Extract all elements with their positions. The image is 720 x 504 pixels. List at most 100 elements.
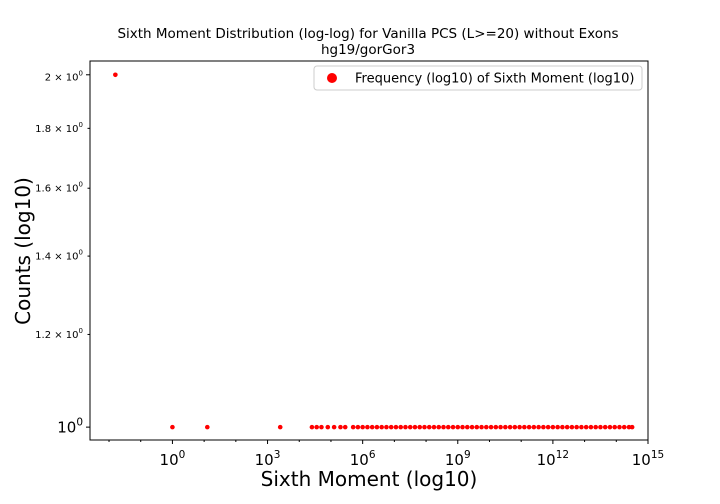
x-tick-exponent: 9 [464, 449, 471, 461]
data-point [460, 424, 465, 430]
data-point [384, 424, 389, 430]
y-tick-exponent: 0 [79, 327, 83, 335]
data-point [331, 424, 337, 430]
legend-label: Frequency (log10) of Sixth Moment (log10… [355, 72, 634, 87]
data-point [612, 424, 618, 430]
y-tick-exponent: 0 [79, 121, 83, 129]
data-point [569, 424, 575, 430]
data-point [579, 424, 584, 430]
data-point [488, 424, 494, 430]
data-point [598, 424, 603, 430]
y-tick-base: 10 [66, 184, 79, 195]
data-point [588, 424, 594, 430]
y-tick-label: 100 [57, 417, 83, 437]
y-tick-prefix: 1.2 × [35, 330, 66, 341]
y-tick-exponent: 0 [79, 181, 83, 189]
scatter-points [113, 72, 635, 430]
data-point [621, 424, 627, 430]
y-tick-label: 1.2 × 100 [35, 327, 83, 341]
x-tick-base: 10 [537, 451, 556, 469]
x-tick-label: 100 [160, 449, 186, 469]
data-point [555, 424, 560, 430]
x-axis: 100 103 106 109 1012 1015 [108, 440, 664, 469]
data-point [314, 424, 319, 430]
y-tick-label: 2 × 100 [45, 69, 83, 83]
data-point [560, 424, 565, 430]
data-point [113, 72, 118, 78]
data-point [545, 424, 551, 430]
legend: Frequency (log10) of Sixth Moment (log10… [313, 65, 643, 91]
plot-area-frame [89, 60, 649, 441]
x-tick-base: 10 [445, 451, 464, 469]
x-tick-label: 103 [255, 449, 281, 469]
y-tick-base: 10 [66, 124, 79, 135]
x-tick-exponent: 12 [556, 449, 569, 461]
x-tick-label: 1012 [537, 449, 569, 469]
data-point [517, 424, 522, 430]
data-point [398, 424, 404, 430]
data-point [355, 424, 361, 430]
data-point [426, 424, 432, 430]
data-point [469, 424, 475, 430]
data-point [479, 424, 484, 430]
data-point [493, 424, 499, 430]
y-tick-exponent: 0 [79, 249, 83, 257]
data-point [522, 424, 527, 430]
data-point [507, 424, 513, 430]
data-point [277, 424, 283, 430]
data-point [607, 424, 613, 430]
data-point [602, 424, 608, 430]
data-point [350, 424, 356, 430]
y-tick-label: 1.4 × 100 [35, 249, 83, 263]
y-tick-exponent: 0 [76, 417, 83, 429]
y-tick-label: 1.8 × 100 [35, 121, 83, 135]
y-tick-label: 1.6 × 100 [35, 181, 83, 195]
y-tick-prefix: 2 × [45, 72, 66, 83]
data-point [422, 424, 427, 430]
x-tick-exponent: 6 [369, 449, 376, 461]
data-point [342, 424, 348, 430]
y-tick-prefix: 1.6 × [35, 184, 66, 195]
x-tick-label: 106 [350, 449, 376, 469]
data-point [412, 424, 418, 430]
data-point [365, 424, 370, 430]
x-axis-label: Sixth Moment (log10) [261, 467, 478, 491]
data-point [564, 424, 570, 430]
data-point [574, 424, 579, 430]
data-point [626, 424, 632, 430]
data-point [550, 424, 556, 430]
legend-box [313, 65, 643, 91]
data-point [374, 424, 380, 430]
data-point [205, 424, 210, 430]
data-point [629, 424, 635, 430]
data-point [484, 424, 489, 430]
data-point [617, 424, 622, 430]
data-point [450, 424, 456, 430]
data-point [338, 424, 343, 430]
x-tick-base: 10 [160, 451, 179, 469]
data-point [379, 424, 384, 430]
data-point [541, 424, 546, 430]
x-tick-label: 1015 [632, 449, 664, 469]
data-point [360, 424, 365, 430]
y-tick-base: 10 [57, 419, 76, 437]
data-point [441, 424, 446, 430]
x-tick-label: 109 [445, 449, 471, 469]
data-point [464, 424, 470, 430]
x-tick-exponent: 0 [179, 449, 186, 461]
data-point [325, 424, 331, 430]
data-point [388, 424, 394, 430]
y-tick-base: 10 [66, 330, 79, 341]
y-tick-prefix: 1.4 × [35, 252, 66, 263]
data-point [431, 424, 437, 430]
x-tick-base: 10 [255, 451, 274, 469]
data-point [503, 424, 508, 430]
data-point [309, 424, 315, 430]
chart-subtitle: hg19/gorGor3 [321, 42, 415, 58]
data-point [536, 424, 541, 430]
data-point [526, 424, 532, 430]
data-point [445, 424, 451, 430]
data-point [403, 424, 408, 430]
